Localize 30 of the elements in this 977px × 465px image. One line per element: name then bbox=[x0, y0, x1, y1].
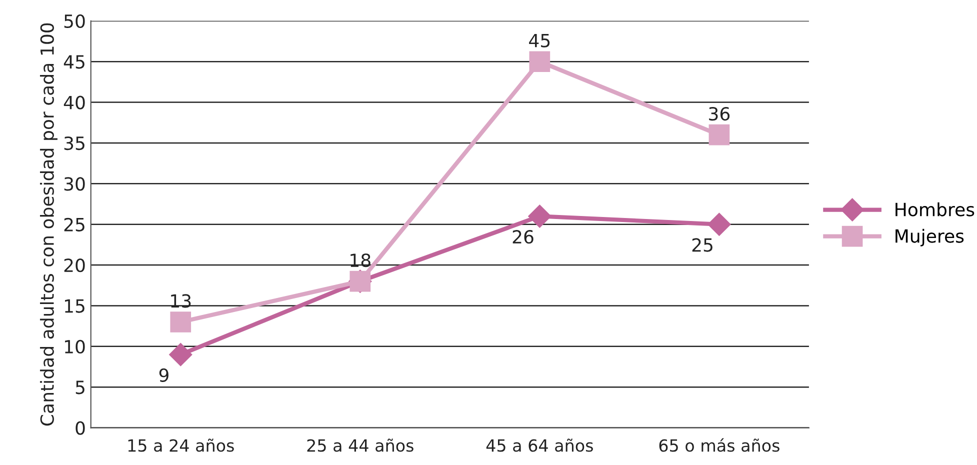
data-label: 26 bbox=[512, 230, 534, 244]
x-tick-label: 25 a 44 años bbox=[307, 438, 414, 452]
legend-label: Mujeres bbox=[896, 228, 964, 246]
y-tick-label: 40 bbox=[64, 96, 85, 110]
y-tick-label: 5 bbox=[76, 380, 84, 394]
point bbox=[708, 212, 731, 236]
y-axis-title: Cantidad adultos con obesidad por cada 100 bbox=[40, 23, 58, 426]
data-label: 9 bbox=[159, 368, 168, 382]
y-tick-label: 0 bbox=[76, 421, 85, 435]
y-tick-label: 45 bbox=[64, 55, 84, 69]
y-tick-label: 15 bbox=[65, 299, 84, 313]
point bbox=[529, 51, 550, 72]
y-tick-label: 35 bbox=[64, 136, 84, 150]
data-label: 45 bbox=[529, 34, 550, 48]
y-tick-label: 10 bbox=[65, 340, 85, 354]
data-label: 36 bbox=[709, 106, 730, 121]
y-tick-label: 25 bbox=[64, 218, 84, 232]
point bbox=[708, 124, 730, 146]
legend-label: Hombres bbox=[896, 202, 974, 216]
x-tick-label: 65 o más años bbox=[659, 438, 780, 452]
x-tick-label: 15 a 24 años bbox=[128, 438, 234, 452]
point bbox=[528, 204, 552, 228]
y-tick-label: 20 bbox=[64, 258, 85, 272]
point bbox=[169, 343, 192, 366]
data-label: 13 bbox=[171, 294, 191, 308]
point bbox=[170, 312, 192, 332]
data-label: 25 bbox=[692, 238, 712, 252]
x-tick-label: 45 a 64 años bbox=[486, 438, 593, 452]
y-tick-label: 30 bbox=[64, 177, 85, 191]
y-tick-label: 50 bbox=[64, 14, 85, 28]
